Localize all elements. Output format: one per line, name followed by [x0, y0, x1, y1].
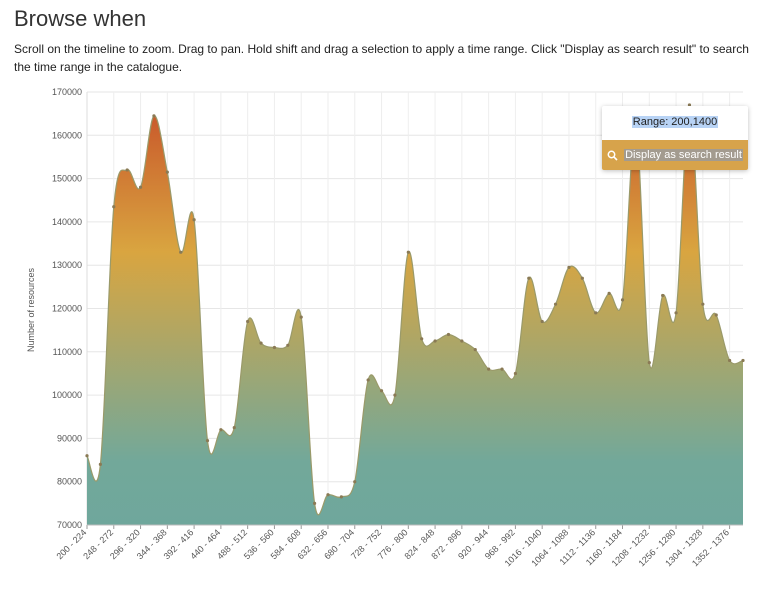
data-point	[620, 298, 625, 302]
data-point	[366, 378, 370, 382]
data-point	[312, 501, 317, 505]
data-point	[540, 319, 544, 324]
data-point	[567, 265, 571, 269]
data-point	[487, 367, 491, 371]
data-point	[205, 438, 210, 443]
data-points	[85, 103, 745, 505]
data-point	[406, 250, 410, 254]
data-point	[98, 462, 102, 466]
data-point	[219, 428, 223, 432]
data-point	[138, 185, 143, 189]
data-point	[272, 345, 277, 350]
y-axis: 70000 80000 90000 100000 110000 120000 130000 1…	[52, 87, 88, 530]
data-point	[232, 425, 236, 430]
data-point	[607, 291, 611, 295]
range-value: Range: 200,1400	[631, 116, 719, 128]
area-series	[87, 104, 743, 525]
y-tick-label: 80000	[57, 477, 82, 487]
data-point	[286, 343, 290, 347]
data-point	[460, 339, 464, 343]
display-as-search-result-button[interactable]: Display as search result	[602, 140, 748, 170]
data-point	[179, 250, 183, 254]
y-tick-label: 90000	[57, 433, 82, 443]
data-point	[192, 218, 196, 222]
range-text: Range: 200,1400	[602, 115, 748, 129]
data-point	[728, 358, 732, 363]
range-popup: Range: 200,1400 Display as search result	[602, 106, 748, 170]
y-tick-label: 140000	[52, 217, 82, 227]
data-point	[379, 389, 384, 393]
data-point	[446, 332, 451, 337]
data-point	[701, 302, 705, 306]
page-title: Browse when	[14, 6, 147, 31]
data-point	[165, 170, 169, 174]
data-point	[674, 311, 678, 315]
data-point	[741, 358, 745, 363]
data-point	[393, 393, 397, 397]
data-point	[527, 276, 531, 280]
data-point	[326, 493, 330, 497]
data-point	[473, 348, 477, 352]
data-point	[420, 337, 424, 341]
data-point	[299, 315, 303, 319]
y-tick-label: 170000	[52, 87, 82, 97]
search-icon	[607, 150, 618, 161]
data-point	[714, 313, 718, 317]
data-point	[553, 302, 558, 306]
data-point	[85, 454, 89, 458]
data-point	[647, 361, 651, 365]
search-button-label: Display as search result	[624, 149, 743, 161]
y-tick-label: 110000	[53, 347, 82, 357]
data-point	[594, 311, 598, 315]
page-description: Scroll on the timeline to zoom. Drag to …	[14, 42, 749, 74]
data-point	[112, 205, 116, 209]
data-point	[580, 276, 584, 280]
data-point	[246, 319, 250, 324]
data-point	[433, 339, 437, 343]
y-tick-label: 150000	[52, 174, 82, 184]
data-point	[513, 371, 518, 376]
y-tick-label: 70000	[57, 520, 82, 530]
y-tick-label: 160000	[52, 130, 82, 140]
data-point	[500, 367, 504, 371]
data-point	[687, 103, 692, 107]
data-point	[661, 293, 665, 298]
data-point	[125, 168, 129, 172]
data-point	[259, 341, 263, 345]
data-point	[353, 480, 357, 484]
y-tick-label: 100000	[52, 390, 82, 400]
data-point	[339, 495, 343, 499]
data-point	[152, 114, 156, 118]
y-axis-label: Number of resources	[26, 267, 36, 352]
y-tick-label: 120000	[52, 304, 82, 314]
y-tick-label: 130000	[52, 260, 82, 270]
